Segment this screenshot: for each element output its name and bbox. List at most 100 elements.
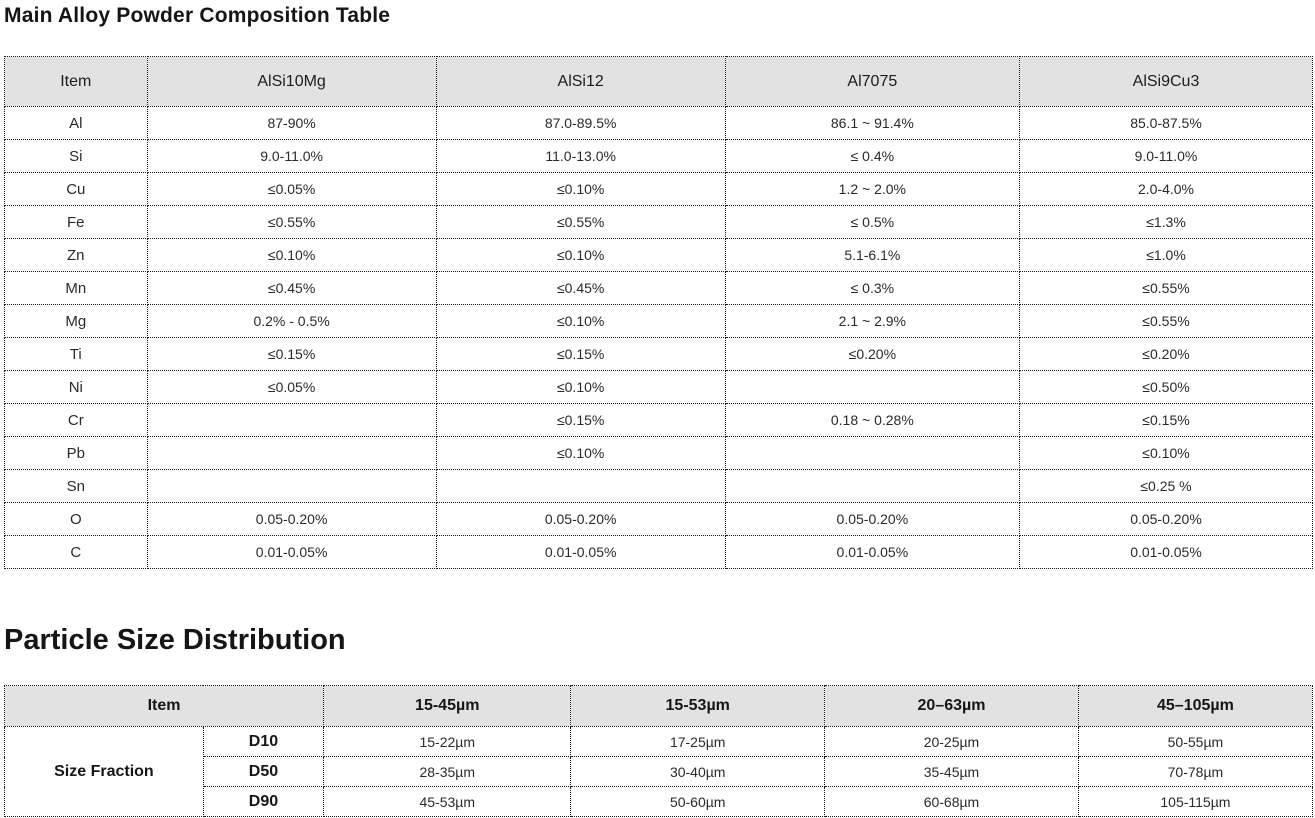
composition-value: ≤1.3%: [1018, 205, 1314, 239]
size-value: 17-25µm: [570, 726, 826, 757]
composition-value: ≤ 0.5%: [724, 205, 1020, 239]
composition-value: ≤1.0%: [1018, 238, 1314, 272]
composition-value: ≤0.05%: [146, 370, 437, 404]
table-row-cr: Cr ≤0.15% 0.18 ~ 0.28% ≤0.15%: [4, 403, 1314, 437]
header-cell-45-105: 45–105µm: [1077, 685, 1314, 727]
composition-value: ≤0.10%: [435, 172, 726, 206]
composition-value: ≤0.10%: [435, 238, 726, 272]
composition-value: 11.0-13.0%: [435, 139, 726, 173]
element-symbol: Al: [4, 106, 148, 140]
composition-value: [724, 370, 1020, 404]
composition-value: 0.01-0.05%: [1018, 535, 1314, 569]
composition-value: ≤0.10%: [1018, 436, 1314, 470]
composition-value: [435, 469, 726, 503]
element-symbol: Fe: [4, 205, 148, 239]
header-cell-15-53: 15-53µm: [570, 685, 826, 727]
particle-size-table: Item 15-45µm 15-53µm 20–63µm 45–105µm Si…: [3, 685, 1314, 817]
composition-value: 0.05-0.20%: [724, 502, 1020, 536]
header-cell-20-63: 20–63µm: [824, 685, 1079, 727]
table-row-ni: Ni ≤0.05% ≤0.10% ≤0.50%: [4, 370, 1314, 404]
composition-value: 0.2% - 0.5%: [146, 304, 437, 338]
table-row-pb: Pb ≤0.10% ≤0.10%: [4, 436, 1314, 470]
element-symbol: Si: [4, 139, 148, 173]
composition-value: ≤0.55%: [435, 205, 726, 239]
table-row-d50: D50 28-35µm 30-40µm 35-45µm 70-78µm: [5, 756, 1314, 787]
table-row-cu: Cu ≤0.05% ≤0.10% 1.2 ~ 2.0% 2.0-4.0%: [4, 172, 1314, 206]
composition-value: ≤0.15%: [435, 403, 726, 437]
particle-header-row: Item 15-45µm 15-53µm 20–63µm 45–105µm: [3, 685, 1314, 727]
element-symbol: C: [4, 535, 148, 569]
composition-value: 0.01-0.05%: [435, 535, 726, 569]
element-symbol: Cr: [4, 403, 148, 437]
particle-size-title: Particle Size Distribution: [4, 624, 346, 656]
size-fraction-label: Size Fraction: [4, 726, 204, 817]
composition-value: ≤0.20%: [1018, 337, 1314, 371]
header-cell-al7075: Al7075: [724, 56, 1020, 107]
table-row-o: O 0.05-0.20% 0.05-0.20% 0.05-0.20% 0.05-…: [4, 502, 1314, 536]
composition-value: ≤0.45%: [146, 271, 437, 305]
composition-value: 1.2 ~ 2.0%: [724, 172, 1020, 206]
header-cell-item: Item: [3, 685, 325, 727]
composition-value: 0.05-0.20%: [1018, 502, 1314, 536]
table-row-zn: Zn ≤0.10% ≤0.10% 5.1-6.1% ≤1.0%: [4, 238, 1314, 272]
composition-value: [146, 403, 437, 437]
element-symbol: Pb: [4, 436, 148, 470]
composition-value: 87-90%: [146, 106, 437, 140]
table-row-mg: Mg 0.2% - 0.5% ≤0.10% 2.1 ~ 2.9% ≤0.55%: [4, 304, 1314, 338]
composition-value: [146, 469, 437, 503]
composition-value: 85.0-87.5%: [1018, 106, 1314, 140]
composition-value: ≤0.20%: [724, 337, 1020, 371]
header-cell-item: Item: [4, 56, 148, 107]
composition-value: 2.1 ~ 2.9%: [724, 304, 1020, 338]
header-cell-alsi10mg: AlSi10Mg: [146, 56, 437, 107]
composition-table-title: Main Alloy Powder Composition Table: [4, 4, 391, 27]
size-value: 20-25µm: [824, 726, 1079, 757]
element-symbol: Ti: [4, 337, 148, 371]
composition-value: ≤0.25 %: [1018, 469, 1314, 503]
size-value: 15-22µm: [323, 726, 572, 757]
composition-value: ≤ 0.3%: [724, 271, 1020, 305]
table-row-ti: Ti ≤0.15% ≤0.15% ≤0.20% ≤0.20%: [4, 337, 1314, 371]
composition-value: ≤0.50%: [1018, 370, 1314, 404]
composition-value: 0.05-0.20%: [435, 502, 726, 536]
element-symbol: Mn: [4, 271, 148, 305]
size-value: 60-68µm: [824, 786, 1079, 817]
composition-value: 0.18 ~ 0.28%: [724, 403, 1020, 437]
composition-value: ≤0.10%: [146, 238, 437, 272]
element-symbol: Cu: [4, 172, 148, 206]
composition-value: 5.1-6.1%: [724, 238, 1020, 272]
size-value: 50-55µm: [1077, 726, 1314, 757]
element-symbol: Sn: [4, 469, 148, 503]
composition-value: ≤ 0.4%: [724, 139, 1020, 173]
composition-value: [724, 436, 1020, 470]
size-value: 50-60µm: [570, 786, 826, 817]
table-row-mn: Mn ≤0.45% ≤0.45% ≤ 0.3% ≤0.55%: [4, 271, 1314, 305]
composition-value: ≤0.15%: [1018, 403, 1314, 437]
table-row-fe: Fe ≤0.55% ≤0.55% ≤ 0.5% ≤1.3%: [4, 205, 1314, 239]
composition-value: ≤0.10%: [435, 436, 726, 470]
size-value: 28-35µm: [323, 756, 572, 787]
size-value: 70-78µm: [1077, 756, 1314, 787]
header-cell-alsi9cu3: AlSi9Cu3: [1018, 56, 1314, 107]
table-row-al: Al 87-90% 87.0-89.5% 86.1 ~ 91.4% 85.0-8…: [4, 106, 1314, 140]
composition-value: ≤0.45%: [435, 271, 726, 305]
composition-value: 2.0-4.0%: [1018, 172, 1314, 206]
table-row-c: C 0.01-0.05% 0.01-0.05% 0.01-0.05% 0.01-…: [4, 535, 1314, 569]
d10-label: D10: [202, 726, 325, 757]
composition-value: 86.1 ~ 91.4%: [724, 106, 1020, 140]
size-value: 35-45µm: [824, 756, 1079, 787]
table-row-d10: Size Fraction D10 15-22µm 17-25µm 20-25µ…: [4, 726, 1314, 817]
element-symbol: Ni: [4, 370, 148, 404]
composition-header-row: Item AlSi10Mg AlSi12 Al7075 AlSi9Cu3: [4, 56, 1314, 107]
d50-label: D50: [202, 756, 325, 787]
size-value: 45-53µm: [323, 786, 572, 817]
table-row-si: Si 9.0-11.0% 11.0-13.0% ≤ 0.4% 9.0-11.0%: [4, 139, 1314, 173]
composition-value: ≤0.55%: [146, 205, 437, 239]
composition-value: 0.01-0.05%: [146, 535, 437, 569]
composition-value: ≤0.55%: [1018, 271, 1314, 305]
composition-value: 0.01-0.05%: [724, 535, 1020, 569]
composition-value: ≤0.55%: [1018, 304, 1314, 338]
composition-value: [146, 436, 437, 470]
composition-value: ≤0.15%: [146, 337, 437, 371]
